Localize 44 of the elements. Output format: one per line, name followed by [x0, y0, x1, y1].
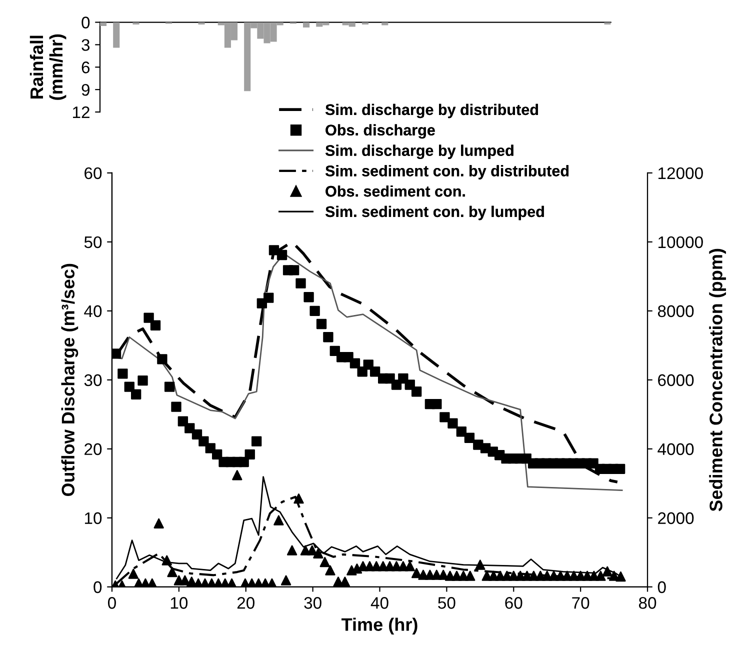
y-tick-label: 60 — [84, 167, 102, 180]
bar — [382, 22, 388, 26]
legend-label: Sim. sediment con. by lumped — [325, 206, 544, 220]
y2-tick-label: 12000 — [658, 167, 703, 180]
legend-label: Sim. sediment con. by distributed — [325, 165, 569, 180]
y-tick-label: 6 — [82, 62, 90, 74]
legend-label: Sim. discharge by lumped — [325, 144, 514, 160]
x-tick-label: 60 — [505, 597, 522, 609]
bar — [132, 22, 140, 25]
x-tick-label: 10 — [170, 597, 188, 609]
y-tick-label: 30 — [84, 374, 102, 386]
x-tick-label: 40 — [370, 597, 388, 609]
y-tick-label: 3 — [82, 39, 90, 51]
y-tick-label: 50 — [84, 236, 102, 248]
y-tick-label: 12 — [73, 106, 90, 118]
y-axis-title: Rainfall (mm/hr) — [30, 34, 66, 100]
legend-label: Sim. discharge by distributed — [325, 104, 538, 118]
y2-axis-title: Sediment Concentration (ppm) — [709, 248, 726, 512]
y2-tick-label: 4000 — [658, 443, 694, 456]
legend-label: Obs. sediment con. — [326, 185, 465, 197]
bar — [198, 22, 205, 25]
y-tick-label: 40 — [84, 305, 102, 318]
x-axis-title: Time (hr) — [341, 618, 418, 635]
legend-label: Obs. discharge — [326, 124, 435, 139]
bar — [100, 22, 107, 26]
x-tick-label: 70 — [572, 597, 590, 609]
x-tick-label: 30 — [304, 597, 322, 609]
x-tick-label: 80 — [638, 597, 656, 609]
x-tick-label: 20 — [237, 597, 254, 609]
y-axis-title: Outflow Discharge (m³/sec) — [61, 264, 78, 496]
y-tick-label: 10 — [84, 512, 102, 524]
bar — [303, 22, 310, 28]
y2-tick-label: 6000 — [658, 374, 694, 386]
y2-tick-label: 8000 — [658, 305, 694, 318]
y-tick-label: 20 — [84, 443, 102, 456]
y2-tick-label: 0 — [658, 581, 666, 594]
y2-tick-label: 2000 — [658, 512, 694, 524]
x-tick-label: 50 — [438, 597, 456, 609]
y-tick-label: 9 — [82, 84, 90, 96]
y2-tick-label: 10000 — [658, 236, 703, 248]
bar — [113, 22, 120, 48]
y-tick-label: 0 — [94, 581, 102, 594]
y-tick-label: 0 — [82, 16, 90, 28]
x-tick-label: 0 — [108, 597, 116, 609]
